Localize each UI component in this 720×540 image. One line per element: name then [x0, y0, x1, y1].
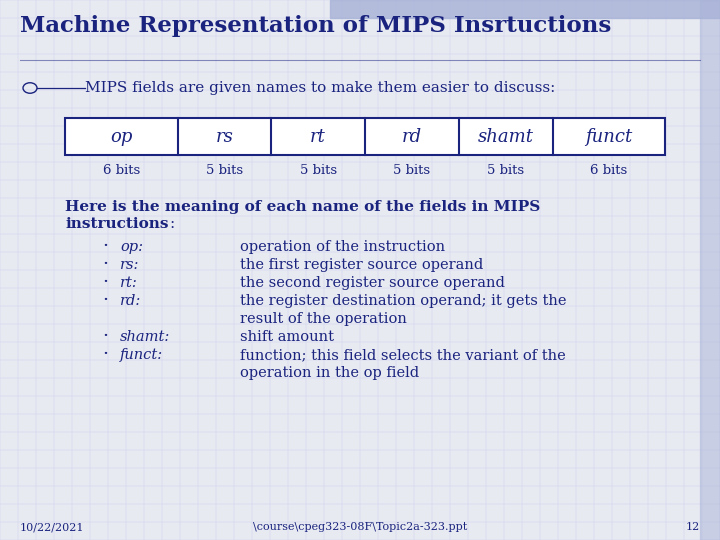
- Text: 10/22/2021: 10/22/2021: [20, 522, 84, 532]
- Text: ·: ·: [102, 327, 108, 345]
- Text: shift amount: shift amount: [240, 330, 334, 344]
- Text: function; this field selects the variant of the: function; this field selects the variant…: [240, 348, 566, 362]
- Text: rs:: rs:: [120, 258, 140, 272]
- Bar: [65, 118, 665, 155]
- Text: result of the operation: result of the operation: [240, 312, 407, 326]
- Text: 12: 12: [685, 522, 700, 532]
- Text: instructions: instructions: [65, 217, 168, 231]
- Text: op: op: [110, 127, 132, 145]
- Text: 5 bits: 5 bits: [393, 165, 431, 178]
- Text: 6 bits: 6 bits: [103, 165, 140, 178]
- Text: 5 bits: 5 bits: [206, 165, 243, 178]
- Text: ·: ·: [102, 237, 108, 255]
- Text: ·: ·: [102, 255, 108, 273]
- Text: Machine Representation of MIPS Insrtuctions: Machine Representation of MIPS Insrtucti…: [20, 15, 611, 37]
- Text: 5 bits: 5 bits: [487, 165, 524, 178]
- Text: ·: ·: [102, 291, 108, 309]
- Text: operation of the instruction: operation of the instruction: [240, 240, 445, 254]
- Text: 5 bits: 5 bits: [300, 165, 337, 178]
- Text: 6 bits: 6 bits: [590, 165, 627, 178]
- Text: \course\cpeg323-08F\Topic2a-323.ppt: \course\cpeg323-08F\Topic2a-323.ppt: [253, 522, 467, 532]
- Text: :: :: [169, 217, 174, 231]
- Text: funct:: funct:: [120, 348, 163, 362]
- Text: ·: ·: [102, 345, 108, 363]
- Text: the register destination operand; it gets the: the register destination operand; it get…: [240, 294, 567, 308]
- Text: rs: rs: [215, 127, 233, 145]
- Text: rd: rd: [402, 127, 422, 145]
- Text: the first register source operand: the first register source operand: [240, 258, 483, 272]
- Text: Here is the meaning of each name of the fields in MIPS: Here is the meaning of each name of the …: [65, 200, 540, 214]
- Text: operation in the op field: operation in the op field: [240, 366, 419, 380]
- Text: op:: op:: [120, 240, 143, 254]
- Bar: [330, 0, 720, 18]
- Text: the second register source operand: the second register source operand: [240, 276, 505, 290]
- Bar: [700, 0, 720, 540]
- Text: MIPS fields are given names to make them easier to discuss:: MIPS fields are given names to make them…: [85, 81, 555, 95]
- Text: shamt:: shamt:: [120, 330, 170, 344]
- Text: rd:: rd:: [120, 294, 141, 308]
- Text: ·: ·: [102, 273, 108, 291]
- Text: rt:: rt:: [120, 276, 138, 290]
- Text: shamt: shamt: [477, 127, 534, 145]
- Text: funct: funct: [585, 127, 632, 145]
- Text: rt: rt: [310, 127, 326, 145]
